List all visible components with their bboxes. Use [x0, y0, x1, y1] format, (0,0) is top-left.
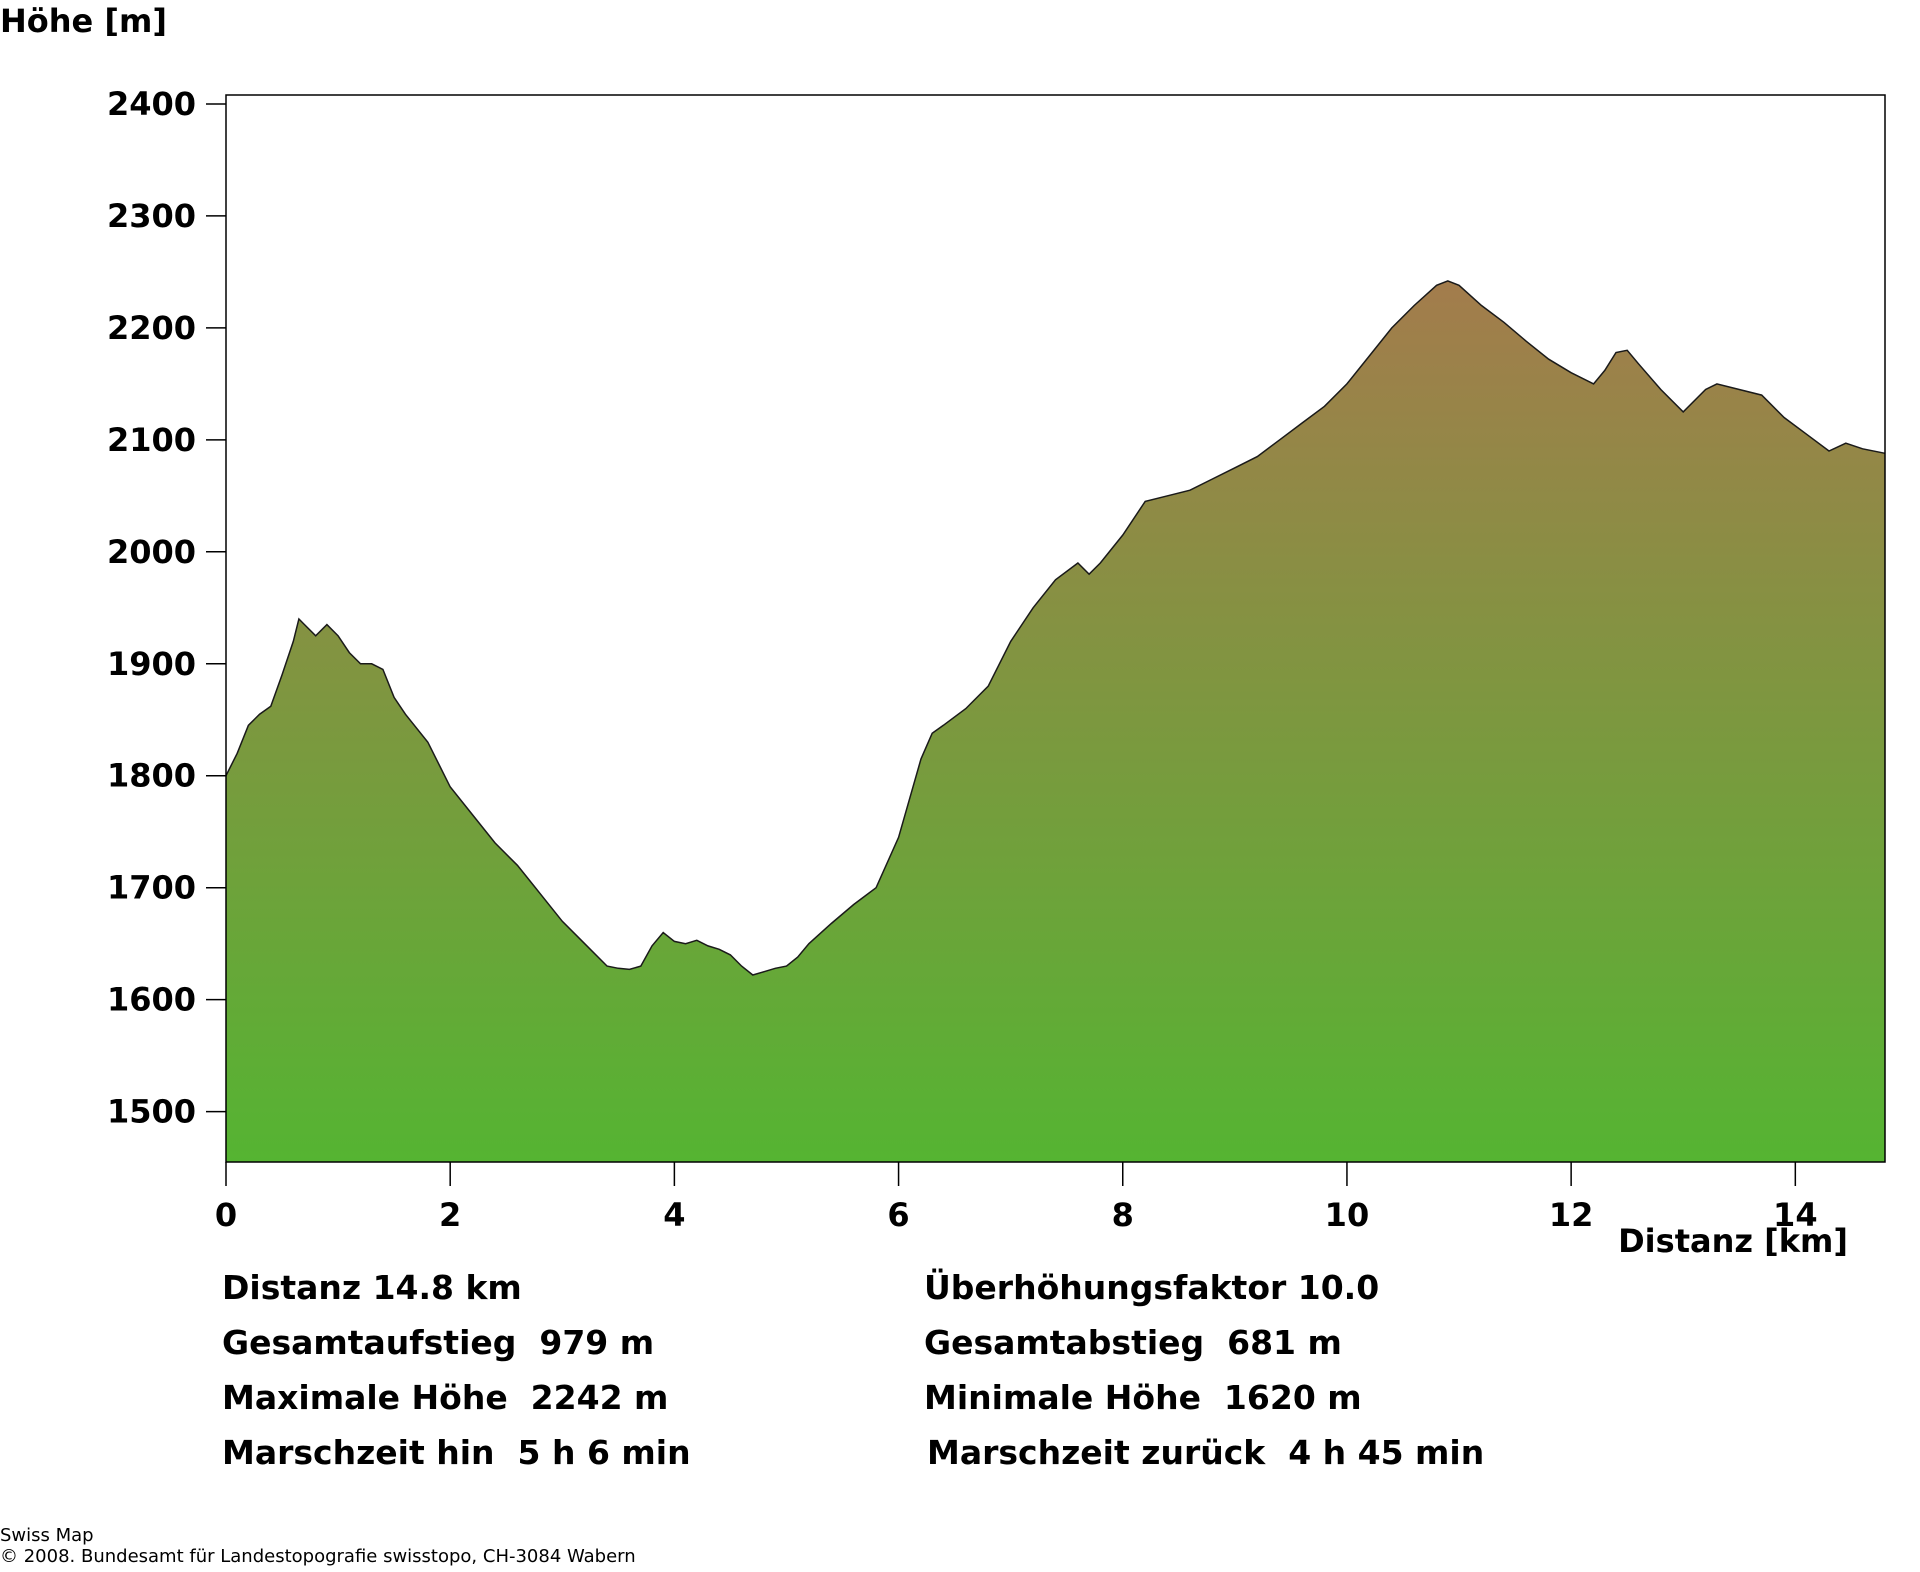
x-tick-label: 8: [1112, 1196, 1134, 1234]
y-tick-label: 2200: [107, 309, 196, 347]
stat-distance: Distanz 14.8 km: [222, 1268, 522, 1307]
x-tick-label: 2: [439, 1196, 461, 1234]
stat-total-descent: Gesamtabstieg 681 m: [924, 1323, 1342, 1362]
x-axis-title: Distanz [km]: [1618, 1222, 1848, 1260]
x-tick-label: 10: [1325, 1196, 1370, 1234]
y-tick-label: 1800: [107, 757, 196, 795]
y-tick-label: 1600: [107, 981, 196, 1019]
stat-max-height: Maximale Höhe 2242 m: [222, 1378, 669, 1417]
x-tick-label: 12: [1549, 1196, 1594, 1234]
stat-walk-time-back: Marschzeit zurück 4 h 45 min: [927, 1433, 1485, 1472]
x-tick-label: 0: [215, 1196, 237, 1234]
y-tick-label: 2000: [107, 533, 196, 571]
stat-total-ascent: Gesamtaufstieg 979 m: [222, 1323, 655, 1362]
credit-copyright: © 2008. Bundesamt für Landestopografie s…: [0, 1546, 636, 1567]
y-axis: 1500 1600 1700 1800 1900 2000 2100 2200 2300 2400: [107, 85, 226, 1131]
y-tick-label: 2100: [107, 421, 196, 459]
y-tick-label: 2400: [107, 85, 196, 123]
plot-frame: [225, 94, 1886, 1163]
stat-min-height: Minimale Höhe 1620 m: [924, 1378, 1362, 1417]
y-tick-label: 1700: [107, 869, 196, 907]
stat-exaggeration-factor: Überhöhungsfaktor 10.0: [924, 1268, 1380, 1307]
elevation-line: [225, 280, 1886, 976]
stat-walk-time-there: Marschzeit hin 5 h 6 min: [222, 1433, 691, 1472]
y-axis-title: Höhe [m]: [0, 2, 167, 40]
y-tick-label: 2300: [107, 197, 196, 235]
x-axis: 0 2 4 6 8 10 12 14: [215, 1162, 1818, 1234]
x-tick-label: 14: [1773, 1196, 1818, 1234]
x-tick-label: 6: [887, 1196, 909, 1234]
y-tick-label: 1900: [107, 645, 196, 683]
x-tick-label: 4: [663, 1196, 685, 1234]
credit-source: Swiss Map: [0, 1525, 94, 1546]
elevation-area: [226, 280, 1885, 1162]
y-tick-label: 1500: [107, 1093, 196, 1131]
